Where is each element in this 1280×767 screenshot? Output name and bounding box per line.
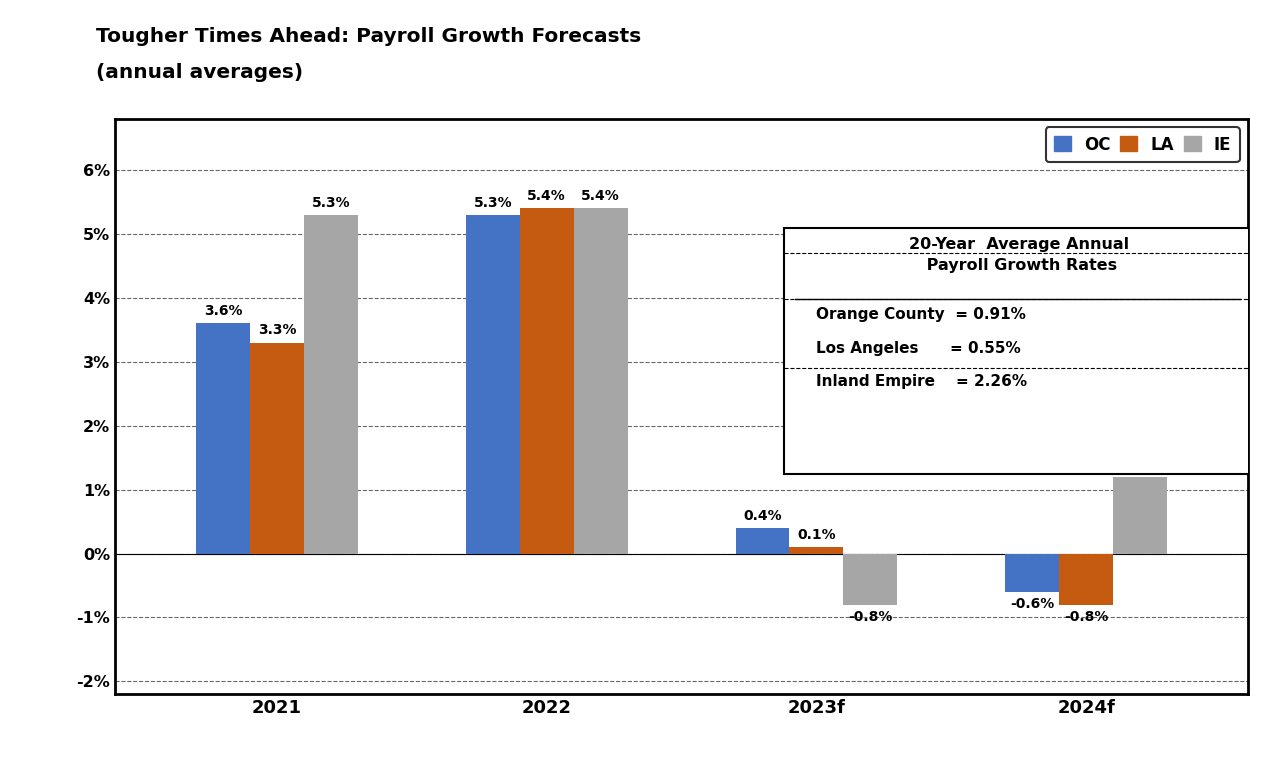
Text: 3.6%: 3.6% — [204, 304, 242, 318]
Text: (annual averages): (annual averages) — [96, 63, 303, 82]
Text: 5.4%: 5.4% — [581, 189, 620, 203]
Bar — [250, 343, 305, 554]
Text: 0.1%: 0.1% — [797, 528, 836, 542]
Text: 5.3%: 5.3% — [311, 196, 351, 209]
Text: 5.3%: 5.3% — [474, 196, 512, 209]
Text: 20-Year  Average Annual
 Payroll Growth Rates: 20-Year Average Annual Payroll Growth Ra… — [909, 237, 1129, 273]
Bar — [466, 215, 520, 554]
Bar — [785, 228, 1256, 473]
Bar — [1114, 477, 1167, 554]
Bar — [736, 528, 790, 554]
Bar — [520, 209, 573, 554]
Text: Tougher Times Ahead: Payroll Growth Forecasts: Tougher Times Ahead: Payroll Growth Fore… — [96, 27, 641, 46]
Text: 5.4%: 5.4% — [527, 189, 566, 203]
Text: Orange County  = 0.91%: Orange County = 0.91% — [817, 308, 1027, 322]
Bar — [305, 215, 358, 554]
Bar — [573, 209, 627, 554]
Bar — [1005, 554, 1059, 592]
Text: Inland Empire    = 2.26%: Inland Empire = 2.26% — [817, 374, 1028, 389]
Text: Los Angeles      = 0.55%: Los Angeles = 0.55% — [817, 341, 1021, 356]
Text: -0.6%: -0.6% — [1010, 597, 1055, 611]
Bar — [844, 554, 897, 604]
Text: 0.4%: 0.4% — [744, 509, 782, 523]
Text: 3.3%: 3.3% — [257, 324, 296, 337]
Text: -0.8%: -0.8% — [1064, 610, 1108, 624]
Bar — [196, 324, 250, 554]
Text: -0.8%: -0.8% — [849, 610, 892, 624]
Bar — [1059, 554, 1114, 604]
Bar — [790, 547, 844, 554]
Text: 1.2%: 1.2% — [1121, 458, 1160, 472]
Legend: OC, LA, IE: OC, LA, IE — [1046, 127, 1239, 162]
